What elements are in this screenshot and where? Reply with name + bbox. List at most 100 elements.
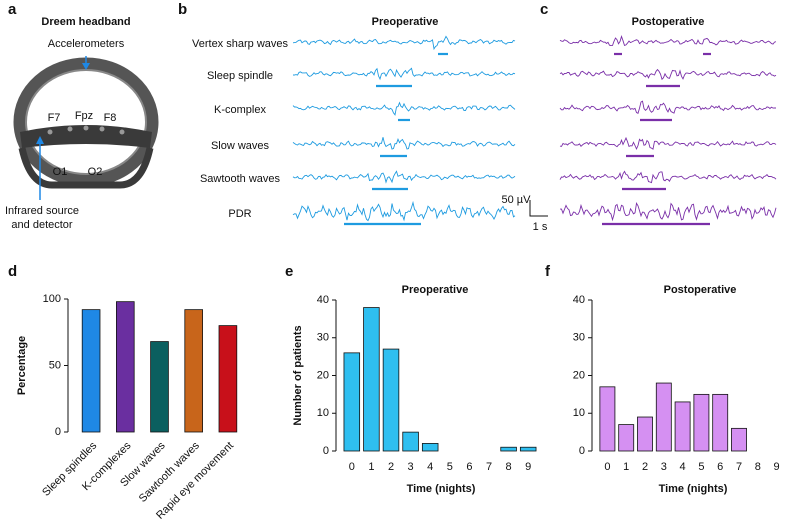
chart-title: Postoperative [664,284,737,296]
eeg-trace [292,170,516,184]
x-tick-label: 2 [642,461,648,473]
annotation: Accelerometers [48,38,125,50]
x-tick-label: Sawtooth waves [137,439,202,504]
bar [519,446,537,452]
y-axis-label: Number of patients [292,325,304,425]
eeg-trace [559,68,777,81]
x-tick-label: 3 [661,461,667,473]
scale-bar [529,200,548,217]
row-label: Sleep spindle [207,70,273,82]
y-axis-label: Percentage [16,336,28,395]
y-tick-label: 30 [317,332,329,344]
x-tick-label: 4 [427,461,433,473]
y-tick-label: 10 [317,407,329,419]
electrode-label: Fpz [75,110,93,122]
x-tick-label: 2 [388,461,394,473]
bar [618,424,635,452]
eeg-trace [293,67,516,81]
panel-label: f [545,263,551,280]
bar [500,446,517,452]
panel-label: a [8,1,17,18]
eeg-trace [292,137,516,150]
x-tick-label: 0 [604,461,610,473]
y-tick-label: 40 [317,294,329,306]
annotation: Infrared source [5,205,79,217]
panel-label: e [285,263,293,280]
x-tick-label: 1 [368,461,374,473]
x-tick-label: 1 [623,461,629,473]
bar [599,386,616,452]
scale-label: 1 s [533,221,548,233]
bar [218,325,238,433]
scale-label: 50 µV [502,194,532,206]
bar [637,416,653,452]
x-tick-label: 7 [736,461,742,473]
bar [402,431,419,452]
y-tick-label: 0 [323,445,329,457]
row-label: K-complex [214,104,266,116]
bar [116,301,135,433]
eeg-trace [559,100,776,114]
electrode-label: F8 [104,112,117,124]
eeg-trace [559,35,777,47]
y-tick-label: 40 [573,294,585,306]
y-tick-label: 20 [573,369,585,381]
x-tick-label: 4 [680,461,686,473]
y-tick-label: 30 [573,332,585,344]
x-tick-label: 9 [525,461,531,473]
x-tick-label: 8 [755,461,761,473]
x-tick-label: 5 [447,461,453,473]
x-tick-label: 8 [506,461,512,473]
bar [421,443,439,452]
x-tick-label: 0 [349,461,355,473]
y-tick-label: 20 [317,369,329,381]
bar [693,393,710,452]
x-axis-label: Time (nights) [407,483,476,495]
bar [81,309,101,433]
chart-title: Preoperative [402,284,469,296]
panel-title: Preoperative [372,16,439,28]
bar [674,401,691,452]
bar [343,352,361,452]
eeg-trace [559,170,777,184]
x-tick-label: 7 [486,461,492,473]
panel-label: c [540,1,548,18]
bar [150,341,169,433]
headband-illustration [13,56,159,200]
panel-label: d [8,263,17,280]
y-tick-label: 100 [43,293,61,305]
annotation: and detector [11,219,72,231]
row-label: Slow waves [211,140,270,152]
row-label: Vertex sharp waves [192,38,288,50]
bar [382,348,400,452]
eeg-trace [292,200,516,222]
bar [712,393,729,452]
y-tick-label: 10 [573,407,585,419]
eeg-traces [292,35,777,226]
row-label: Sawtooth waves [200,173,281,185]
eeg-trace [559,136,777,151]
x-axis-label: Time (nights) [659,483,728,495]
x-tick-label: 6 [466,461,472,473]
bar [655,382,672,452]
y-tick-label: 0 [579,445,585,457]
panel-label: b [178,1,187,18]
headband-title: Dreem headband [41,16,130,28]
panel-title: Postoperative [632,16,705,28]
bar [731,427,747,452]
eeg-trace [292,35,516,51]
x-tick-label: 3 [408,461,414,473]
electrode-label: F7 [48,112,61,124]
eeg-trace [560,202,777,222]
y-tick-label: 50 [49,359,61,371]
bar [363,307,380,452]
x-tick-label: 9 [774,461,780,473]
electrode-label: O2 [88,166,103,178]
electrode-label: O1 [53,166,68,178]
x-tick-label: 5 [698,461,704,473]
y-tick-label: 0 [55,426,61,438]
bar [184,309,203,433]
x-tick-label: 6 [717,461,723,473]
eeg-trace [292,101,516,116]
